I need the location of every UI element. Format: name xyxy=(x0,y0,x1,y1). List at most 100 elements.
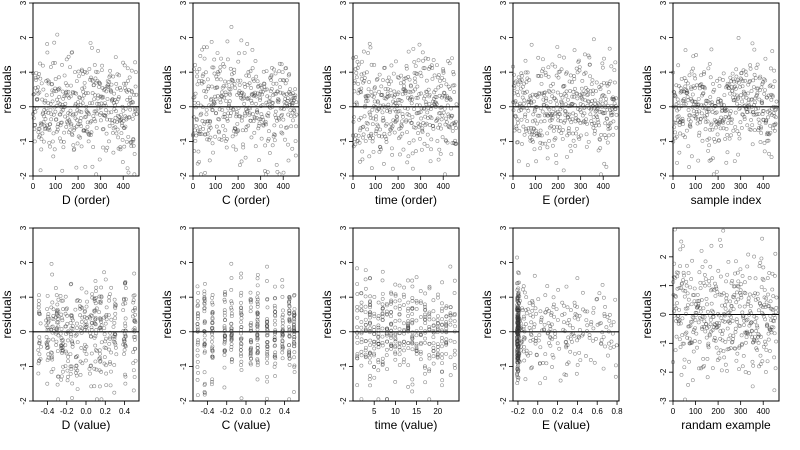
data-point xyxy=(202,321,207,325)
data-point xyxy=(772,355,777,360)
data-point xyxy=(526,108,531,113)
data-point xyxy=(130,90,134,95)
data-point xyxy=(57,95,62,99)
data-point xyxy=(64,349,68,354)
data-point xyxy=(202,121,207,126)
data-point xyxy=(439,117,444,122)
data-point xyxy=(254,101,258,106)
data-point xyxy=(737,103,742,108)
data-point xyxy=(31,116,36,121)
data-point xyxy=(686,117,691,122)
data-point xyxy=(683,306,688,311)
data-point xyxy=(191,132,196,137)
data-point xyxy=(724,160,729,165)
data-point xyxy=(380,326,385,331)
data-point xyxy=(192,67,196,71)
y-tick-label: 1 xyxy=(19,69,28,74)
data-point xyxy=(389,314,393,319)
data-point xyxy=(575,338,579,343)
x-tick-label: 400 xyxy=(757,182,771,191)
data-point xyxy=(601,111,606,115)
data-point xyxy=(429,147,433,152)
data-point xyxy=(548,343,553,348)
data-point xyxy=(562,83,567,88)
data-point xyxy=(121,119,126,123)
data-point xyxy=(693,318,698,322)
y-tick-label: 2 xyxy=(19,35,28,40)
data-point xyxy=(683,289,688,293)
data-point xyxy=(385,91,390,96)
data-point xyxy=(406,325,411,330)
data-point xyxy=(287,356,292,361)
data-point xyxy=(414,318,419,323)
data-point xyxy=(359,308,364,313)
data-point xyxy=(393,325,398,330)
data-point xyxy=(121,60,125,65)
data-point xyxy=(287,348,292,353)
data-point xyxy=(406,346,411,351)
y-tick-label: 2 xyxy=(339,260,348,265)
data-point xyxy=(250,112,255,117)
data-point xyxy=(423,291,428,296)
data-point xyxy=(582,111,587,116)
data-point xyxy=(256,126,261,131)
data-point xyxy=(84,290,89,295)
data-point xyxy=(756,117,761,122)
data-point xyxy=(75,321,79,326)
data-point xyxy=(418,123,423,127)
y-tick-label: 1 xyxy=(339,69,348,74)
data-point xyxy=(567,112,572,117)
data-point xyxy=(393,299,398,304)
data-point xyxy=(548,335,553,340)
data-point xyxy=(724,126,729,131)
data-point xyxy=(194,133,199,138)
data-point xyxy=(745,302,750,306)
data-point xyxy=(210,292,215,297)
data-point xyxy=(692,73,697,78)
data-point xyxy=(380,363,385,367)
data-point xyxy=(751,78,756,83)
data-point xyxy=(697,130,702,135)
data-point xyxy=(759,256,764,261)
x-tick-label: 400 xyxy=(757,407,771,416)
data-point xyxy=(604,116,609,121)
data-point xyxy=(82,310,87,314)
data-point xyxy=(125,166,130,171)
data-point xyxy=(61,307,65,311)
data-point xyxy=(543,90,547,95)
data-point xyxy=(222,385,227,390)
data-point xyxy=(379,84,384,89)
data-point xyxy=(531,303,535,308)
x-tick-label: 0.6 xyxy=(592,407,604,416)
data-point xyxy=(376,331,381,336)
data-point xyxy=(762,92,767,96)
data-point xyxy=(276,98,281,103)
data-point xyxy=(59,338,64,343)
data-point xyxy=(49,325,54,330)
data-point xyxy=(749,311,753,315)
data-point xyxy=(113,304,117,309)
data-point xyxy=(39,344,43,349)
data-point xyxy=(272,331,277,336)
data-point xyxy=(570,326,575,330)
data-point xyxy=(394,59,398,64)
data-point xyxy=(763,88,767,93)
data-point xyxy=(393,93,397,97)
data-point xyxy=(292,98,297,102)
data-point xyxy=(229,347,234,352)
data-point xyxy=(571,89,576,94)
data-point xyxy=(755,91,760,96)
data-point xyxy=(198,125,202,130)
data-point xyxy=(374,114,379,119)
data-point xyxy=(595,297,600,301)
data-point xyxy=(681,278,686,282)
plot-frame xyxy=(192,2,300,177)
data-point xyxy=(773,310,778,315)
data-point xyxy=(46,312,51,316)
data-point xyxy=(602,94,607,99)
data-point xyxy=(742,318,747,323)
data-point xyxy=(255,299,260,304)
data-point xyxy=(93,289,98,294)
data-point xyxy=(214,74,219,79)
